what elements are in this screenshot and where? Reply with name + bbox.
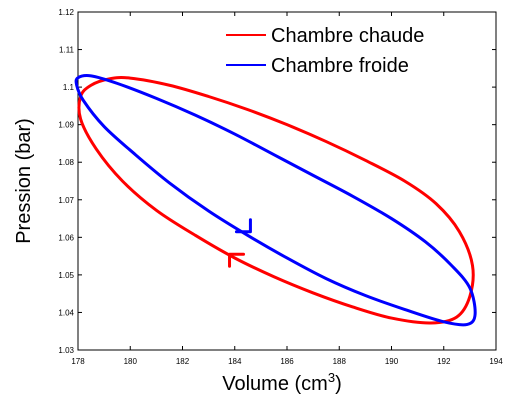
y-tick-label: 1.11 xyxy=(59,46,75,55)
y-tick-label: 1.05 xyxy=(58,271,74,280)
direction-arrows xyxy=(228,218,252,268)
series-line-chambre-chaude xyxy=(77,76,475,325)
y-tick-label: 1.12 xyxy=(58,8,74,17)
x-tick-label: 186 xyxy=(280,357,294,366)
series-layer xyxy=(74,74,477,327)
cycle-direction-arrow-blue xyxy=(234,218,252,234)
x-tick-label: 184 xyxy=(228,357,242,366)
plot-area xyxy=(77,11,497,351)
cycle-direction-arrow-red xyxy=(228,252,246,268)
x-tick-label: 190 xyxy=(385,357,399,366)
legend-label-chambre-froide: Chambre froide xyxy=(271,55,409,77)
y-tick-label: 1.06 xyxy=(58,233,74,242)
y-tick-label: 1.04 xyxy=(58,308,74,317)
x-tick-label: 178 xyxy=(71,357,85,366)
y-tick-label: 1.09 xyxy=(58,121,74,130)
legend: Chambre chaude Chambre froide xyxy=(226,25,424,77)
x-tick-label: 194 xyxy=(489,357,503,366)
y-tick-label: 1.07 xyxy=(58,196,74,205)
y-axis-label: Pression (bar) xyxy=(13,118,35,244)
y-tick-label: 1.1 xyxy=(63,83,75,92)
series-line-chambre-froide xyxy=(74,74,477,327)
x-tick-label: 192 xyxy=(437,357,451,366)
legend-label-chambre-chaude: Chambre chaude xyxy=(271,25,424,47)
y-tick-label: 1.08 xyxy=(58,158,74,167)
y-axis: 1.03 1.04 1.05 1.06 1.07 1.08 1.09 1.1 1.11 1.12 xyxy=(58,8,496,355)
x-tick-label: 188 xyxy=(333,357,347,366)
x-axis: 178 180 182 184 186 188 190 192 194 xyxy=(71,12,503,366)
x-axis-label: Volume (cm3) xyxy=(222,370,342,395)
y-tick-label: 1.03 xyxy=(58,346,74,355)
x-tick-label: 180 xyxy=(124,357,138,366)
x-tick-label: 182 xyxy=(176,357,190,366)
